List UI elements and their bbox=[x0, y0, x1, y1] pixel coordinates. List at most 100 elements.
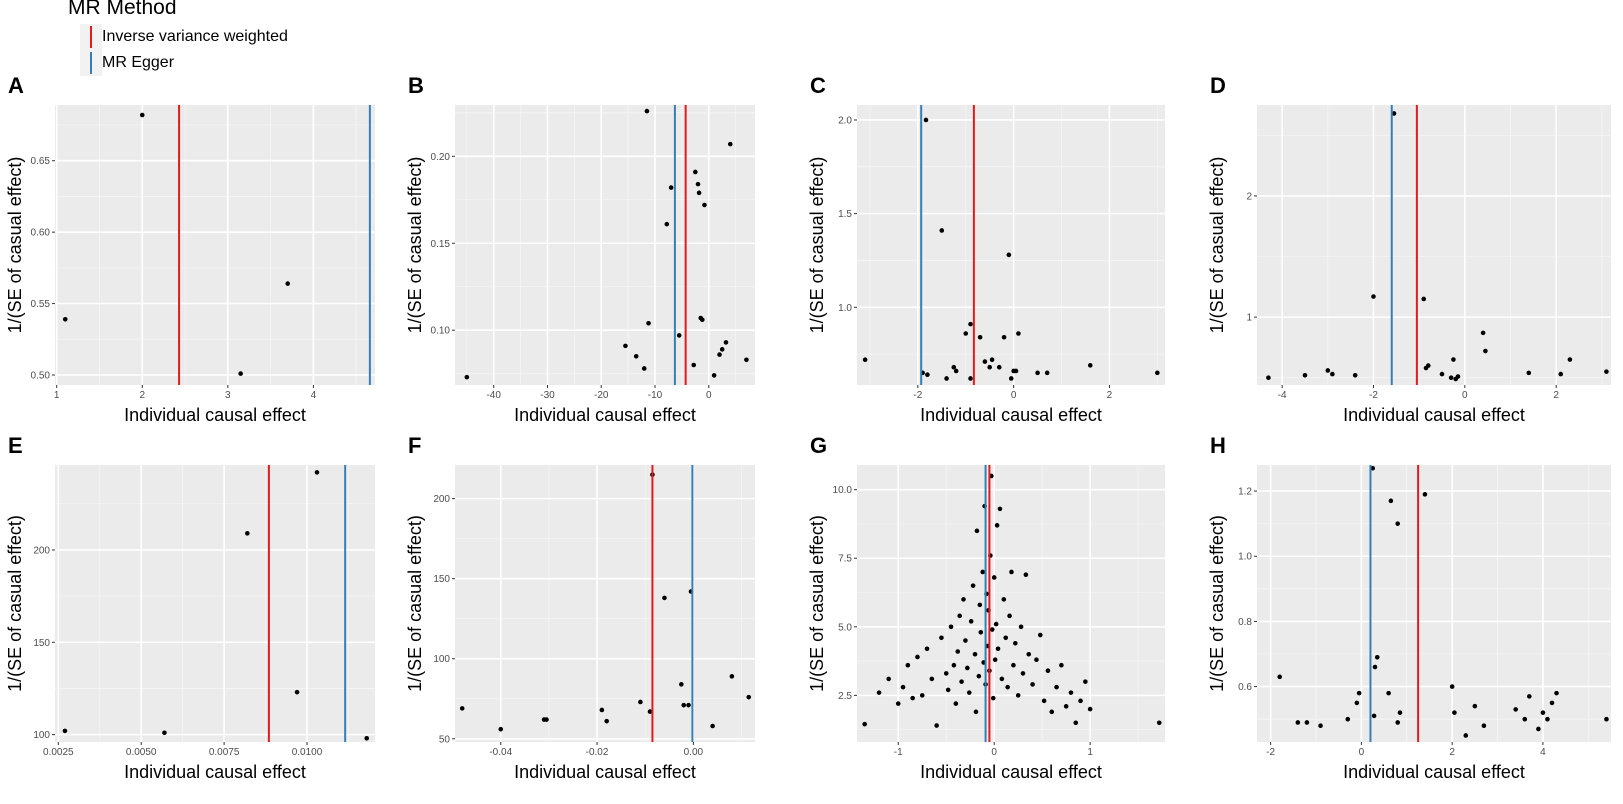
data-point bbox=[702, 202, 707, 208]
data-point bbox=[1330, 371, 1335, 377]
x-tick-label: -2 bbox=[913, 390, 922, 401]
panel-b: -40 -30 -20 -10 0 0.10 0.15 0.20 Individual caus… bbox=[405, 73, 755, 425]
data-point bbox=[1483, 348, 1488, 354]
data-point bbox=[959, 679, 964, 684]
y-axis-label: 1/(SE of casual effect) bbox=[405, 157, 425, 334]
x-tick-label: 0.0025 bbox=[43, 747, 74, 758]
data-point bbox=[1554, 690, 1559, 696]
data-point bbox=[1045, 668, 1051, 673]
legend-label-ivw: Inverse variance weighted bbox=[102, 28, 288, 45]
data-point bbox=[1449, 684, 1455, 689]
data-point bbox=[992, 657, 998, 663]
y-tick-label: 1.2 bbox=[1238, 487, 1252, 498]
data-point bbox=[1395, 521, 1400, 526]
data-point bbox=[686, 702, 691, 708]
data-point bbox=[1439, 371, 1445, 377]
data-point bbox=[1421, 296, 1427, 302]
panel-f: -0.04 -0.02 0.00 50 100 150 200 Individual caus… bbox=[405, 433, 755, 782]
x-tick-label: 2 bbox=[139, 390, 145, 401]
y-tick-label: 10.0 bbox=[833, 485, 853, 496]
y-tick-label: 150 bbox=[33, 638, 50, 649]
data-point bbox=[1480, 330, 1486, 336]
y-axis-label: 1/(SE of casual effect) bbox=[1207, 515, 1227, 692]
data-point bbox=[641, 366, 647, 371]
data-point bbox=[604, 718, 609, 724]
y-tick-label: 0.15 bbox=[431, 239, 451, 250]
y-tick-label: 50 bbox=[439, 734, 451, 745]
x-tick-label: 0 bbox=[991, 747, 997, 758]
data-point bbox=[1001, 334, 1007, 340]
legend-swatch-egger bbox=[90, 52, 92, 74]
data-point bbox=[1030, 682, 1035, 687]
data-point bbox=[1513, 707, 1518, 712]
data-point bbox=[1009, 569, 1014, 575]
data-point bbox=[1386, 690, 1391, 696]
data-point bbox=[679, 682, 684, 687]
panel-letter: B bbox=[408, 73, 424, 98]
data-point bbox=[886, 676, 891, 682]
data-point bbox=[1073, 720, 1079, 726]
x-tick-label: 0 bbox=[1462, 390, 1468, 401]
data-point bbox=[1540, 710, 1546, 715]
data-point bbox=[929, 676, 935, 682]
data-point bbox=[294, 689, 300, 695]
data-point bbox=[1422, 492, 1428, 497]
y-tick-label: 1 bbox=[1246, 313, 1252, 324]
legend-label-egger: MR Egger bbox=[102, 54, 175, 71]
data-point bbox=[925, 372, 930, 377]
data-point bbox=[1545, 716, 1550, 722]
x-tick-label: -2 bbox=[1266, 747, 1275, 758]
data-point bbox=[1001, 597, 1007, 602]
data-point bbox=[1356, 690, 1362, 696]
data-point bbox=[963, 331, 969, 336]
data-point bbox=[924, 646, 930, 652]
data-point bbox=[1304, 720, 1310, 725]
x-tick-label: -10 bbox=[648, 390, 663, 401]
x-tick-label: -4 bbox=[1278, 390, 1287, 401]
data-point bbox=[1063, 704, 1069, 709]
data-point bbox=[862, 357, 868, 363]
y-tick-label: 0.60 bbox=[31, 228, 51, 239]
data-point bbox=[876, 690, 882, 695]
panel-f-background bbox=[455, 465, 755, 742]
data-point bbox=[1295, 720, 1301, 725]
x-axis-label: Individual causal effect bbox=[514, 405, 696, 425]
data-point bbox=[1277, 674, 1282, 680]
data-point bbox=[1371, 294, 1376, 299]
data-point bbox=[953, 368, 959, 374]
data-point bbox=[693, 169, 698, 175]
x-tick-label: 0 bbox=[1359, 747, 1365, 758]
x-axis-label: Individual causal effect bbox=[920, 405, 1102, 425]
data-point bbox=[944, 376, 949, 381]
x-tick-label: -30 bbox=[540, 390, 555, 401]
data-point bbox=[961, 597, 966, 602]
data-point bbox=[1527, 694, 1532, 699]
x-tick-label: -2 bbox=[1369, 390, 1378, 401]
data-point bbox=[1023, 572, 1029, 578]
data-point bbox=[1020, 671, 1026, 676]
data-point bbox=[364, 736, 370, 741]
data-point bbox=[965, 665, 970, 671]
y-tick-label: 150 bbox=[433, 574, 450, 585]
y-axis-label: 1/(SE of casual effect) bbox=[807, 515, 827, 692]
data-point bbox=[939, 228, 945, 233]
data-point bbox=[945, 687, 951, 693]
data-point bbox=[1472, 703, 1478, 709]
legend-item-ivw: Inverse variance weighted bbox=[68, 24, 368, 50]
legend-key-egger bbox=[80, 50, 102, 76]
panel-d-background bbox=[1257, 105, 1611, 385]
panel-a: 1 2 3 4 0.50 0.55 0.60 0.65 Individual causal ef… bbox=[5, 73, 375, 425]
data-point bbox=[968, 619, 974, 624]
x-tick-label: -40 bbox=[486, 390, 501, 401]
data-point bbox=[1008, 376, 1014, 381]
data-point bbox=[948, 624, 954, 630]
data-point bbox=[999, 676, 1005, 682]
data-point bbox=[746, 694, 752, 700]
panel-letter: A bbox=[8, 73, 24, 98]
x-tick-label: -0.02 bbox=[586, 747, 609, 758]
data-point bbox=[696, 190, 702, 196]
data-point bbox=[1318, 723, 1323, 729]
data-point bbox=[1455, 374, 1461, 379]
data-point bbox=[982, 359, 988, 364]
data-point bbox=[1013, 368, 1019, 374]
